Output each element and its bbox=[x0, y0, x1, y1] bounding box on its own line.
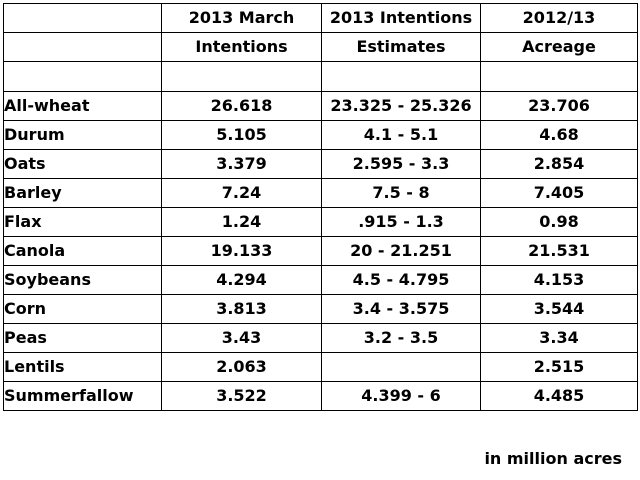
march-intentions-value: 3.522 bbox=[161, 381, 322, 411]
intentions-estimates-value: 4.399 - 6 bbox=[321, 381, 481, 411]
acreage-value: 2.515 bbox=[480, 352, 638, 382]
acreage-value: 4.68 bbox=[480, 120, 638, 150]
march-intentions-value: 1.24 bbox=[161, 207, 322, 237]
units-footnote: in million acres bbox=[484, 449, 622, 468]
intentions-estimates-value: 4.1 - 5.1 bbox=[321, 120, 481, 150]
acreage-value: 21.531 bbox=[480, 236, 638, 266]
table-row: Lentils 2.063 2.515 bbox=[3, 352, 638, 382]
crop-name: Barley bbox=[3, 178, 162, 208]
march-intentions-value: 2.063 bbox=[161, 352, 322, 382]
crop-name: Summerfallow bbox=[3, 381, 162, 411]
intentions-estimates-value: 2.595 - 3.3 bbox=[321, 149, 481, 179]
crop-name: Oats bbox=[3, 149, 162, 179]
header-estimates-line2: Estimates bbox=[321, 32, 481, 62]
march-intentions-value: 3.813 bbox=[161, 294, 322, 324]
crop-name: Canola bbox=[3, 236, 162, 266]
intentions-estimates-value: 4.5 - 4.795 bbox=[321, 265, 481, 295]
blank-row bbox=[3, 61, 638, 92]
crop-name: Lentils bbox=[3, 352, 162, 382]
acreage-value: 23.706 bbox=[480, 91, 638, 121]
crop-name: Flax bbox=[3, 207, 162, 237]
blank-cell bbox=[321, 61, 481, 92]
intentions-estimates-value: 20 - 21.251 bbox=[321, 236, 481, 266]
intentions-estimates-value: 3.2 - 3.5 bbox=[321, 323, 481, 353]
header-estimates-line1: 2013 Intentions bbox=[321, 3, 481, 33]
table-row: All-wheat 26.618 23.325 - 25.326 23.706 bbox=[3, 91, 638, 121]
intentions-estimates-value: .915 - 1.3 bbox=[321, 207, 481, 237]
intentions-estimates-value: 23.325 - 25.326 bbox=[321, 91, 481, 121]
blank-cell bbox=[161, 61, 322, 92]
header-cell-empty bbox=[3, 32, 162, 62]
intentions-estimates-value: 7.5 - 8 bbox=[321, 178, 481, 208]
blank-cell bbox=[480, 61, 638, 92]
crop-name: All-wheat bbox=[3, 91, 162, 121]
crop-name: Durum bbox=[3, 120, 162, 150]
table-row: Barley 7.24 7.5 - 8 7.405 bbox=[3, 178, 638, 208]
march-intentions-value: 5.105 bbox=[161, 120, 322, 150]
march-intentions-value: 3.43 bbox=[161, 323, 322, 353]
blank-cell bbox=[3, 61, 162, 92]
acreage-value: 3.34 bbox=[480, 323, 638, 353]
table-row: Flax 1.24 .915 - 1.3 0.98 bbox=[3, 207, 638, 237]
march-intentions-value: 26.618 bbox=[161, 91, 322, 121]
crop-name: Soybeans bbox=[3, 265, 162, 295]
acreage-value: 4.153 bbox=[480, 265, 638, 295]
acreage-value: 0.98 bbox=[480, 207, 638, 237]
table-row: Summerfallow 3.522 4.399 - 6 4.485 bbox=[3, 381, 638, 411]
header-row-2: Intentions Estimates Acreage bbox=[3, 32, 638, 62]
table-row: Peas 3.43 3.2 - 3.5 3.34 bbox=[3, 323, 638, 353]
table-row: Oats 3.379 2.595 - 3.3 2.854 bbox=[3, 149, 638, 179]
march-intentions-value: 4.294 bbox=[161, 265, 322, 295]
acreage-table: 2013 March 2013 Intentions 2012/13 Inten… bbox=[3, 3, 638, 411]
table-row: Durum 5.105 4.1 - 5.1 4.68 bbox=[3, 120, 638, 150]
march-intentions-value: 19.133 bbox=[161, 236, 322, 266]
header-march-line2: Intentions bbox=[161, 32, 322, 62]
march-intentions-value: 7.24 bbox=[161, 178, 322, 208]
header-acreage-line1: 2012/13 bbox=[480, 3, 638, 33]
table-row: Corn 3.813 3.4 - 3.575 3.544 bbox=[3, 294, 638, 324]
march-intentions-value: 3.379 bbox=[161, 149, 322, 179]
crop-name: Peas bbox=[3, 323, 162, 353]
acreage-value: 3.544 bbox=[480, 294, 638, 324]
header-acreage-line2: Acreage bbox=[480, 32, 638, 62]
table-row: Soybeans 4.294 4.5 - 4.795 4.153 bbox=[3, 265, 638, 295]
header-march-line1: 2013 March bbox=[161, 3, 322, 33]
header-row-1: 2013 March 2013 Intentions 2012/13 bbox=[3, 3, 638, 33]
acreage-value: 2.854 bbox=[480, 149, 638, 179]
acreage-value: 7.405 bbox=[480, 178, 638, 208]
intentions-estimates-value: 3.4 - 3.575 bbox=[321, 294, 481, 324]
crop-name: Corn bbox=[3, 294, 162, 324]
acreage-value: 4.485 bbox=[480, 381, 638, 411]
table-row: Canola 19.133 20 - 21.251 21.531 bbox=[3, 236, 638, 266]
intentions-estimates-value bbox=[321, 352, 481, 382]
header-cell-empty bbox=[3, 3, 162, 33]
